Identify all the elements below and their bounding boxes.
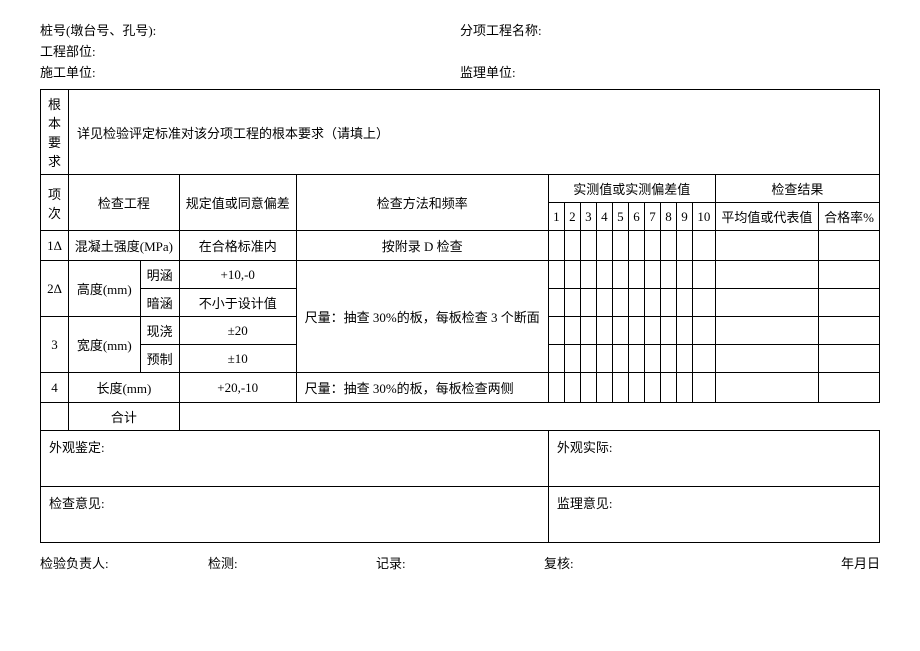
r2-name: 高度(mm)	[69, 261, 141, 317]
r1-spec: 在合格标准内	[179, 231, 296, 261]
r2-no: 2Δ	[41, 261, 69, 317]
inspection-table: 根本要求 详见检验评定标准对该分项工程的根本要求（请填上） 项次 检查工程 规定…	[40, 89, 880, 543]
col-avg: 平均值或代表值	[715, 203, 818, 231]
col-10: 10	[693, 203, 716, 231]
footer-review: 复核:	[544, 553, 712, 572]
col-measured-group: 实测值或实测偏差值	[548, 175, 715, 203]
pile-number-label: 桩号(墩台号、孔号):	[40, 20, 460, 39]
r3-spec1: ±20	[179, 317, 296, 345]
r3-spec2: ±10	[179, 345, 296, 373]
basic-requirement-side: 根本要求	[41, 90, 69, 175]
obs-right-2: 监理意见:	[548, 487, 879, 543]
r3-no: 3	[41, 317, 69, 373]
col-5: 5	[612, 203, 628, 231]
project-part-label: 工程部位:	[40, 41, 460, 60]
supervision-unit-label: 监理单位:	[460, 62, 880, 81]
construction-unit-label: 施工单位:	[40, 62, 460, 81]
r1-no: 1Δ	[41, 231, 69, 261]
footer-test: 检测:	[208, 553, 376, 572]
r3-sub1: 现浇	[140, 317, 179, 345]
col-8: 8	[660, 203, 676, 231]
col-pass: 合格率%	[819, 203, 880, 231]
col-7: 7	[644, 203, 660, 231]
col-4: 4	[596, 203, 612, 231]
col-2: 2	[564, 203, 580, 231]
total-label: 合计	[69, 403, 180, 431]
r4-no: 4	[41, 373, 69, 403]
obs-left-2: 检查意见:	[41, 487, 549, 543]
footer-date: 年月日	[712, 553, 880, 572]
obs-right-1: 外观实际:	[548, 431, 879, 487]
r2-sub1: 明涵	[140, 261, 179, 289]
r3-sub2: 预制	[140, 345, 179, 373]
col-9: 9	[676, 203, 692, 231]
col-method: 检查方法和频率	[296, 175, 548, 231]
r2-method: 尺量：抽查 30%的板，每板检查 3 个断面	[296, 261, 548, 373]
r1-method: 按附录 D 检查	[296, 231, 548, 261]
col-result-group: 检查结果	[715, 175, 879, 203]
basic-requirement-text: 详见检验评定标准对该分项工程的根本要求（请填上）	[69, 90, 880, 175]
col-check-item: 检查工程	[69, 175, 180, 231]
col-3: 3	[580, 203, 596, 231]
footer-record: 记录:	[376, 553, 544, 572]
r4-name: 长度(mm)	[69, 373, 180, 403]
col-spec: 规定值或同意偏差	[179, 175, 296, 231]
r2-spec1: +10,-0	[179, 261, 296, 289]
r3-name: 宽度(mm)	[69, 317, 141, 373]
subproject-name-label: 分项工程名称:	[460, 20, 880, 39]
r2-sub2: 暗涵	[140, 289, 179, 317]
col-1: 1	[548, 203, 564, 231]
col-6: 6	[628, 203, 644, 231]
footer-inspector: 检验负责人:	[40, 553, 208, 572]
r1-name: 混凝土强度(MPa)	[69, 231, 180, 261]
obs-left-1: 外观鉴定:	[41, 431, 549, 487]
r2-spec2: 不小于设计值	[179, 289, 296, 317]
r4-spec: +20,-10	[179, 373, 296, 403]
col-item-no: 项次	[41, 175, 69, 231]
r4-method: 尺量：抽查 30%的板，每板检查两侧	[296, 373, 548, 403]
